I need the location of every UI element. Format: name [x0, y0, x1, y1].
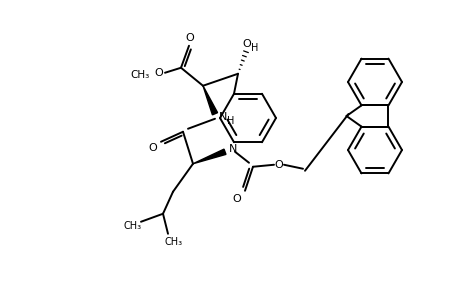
Text: N: N [218, 112, 227, 122]
Text: CH₃: CH₃ [165, 237, 183, 247]
Text: O: O [232, 194, 241, 204]
Polygon shape [193, 149, 225, 164]
Text: O: O [148, 143, 157, 153]
Text: O: O [242, 39, 251, 49]
Polygon shape [202, 86, 217, 115]
Text: CH₃: CH₃ [123, 221, 142, 231]
Text: N: N [228, 144, 237, 154]
Text: O: O [274, 160, 283, 170]
Text: O: O [185, 33, 194, 43]
Text: CH₃: CH₃ [130, 70, 149, 80]
Text: H: H [227, 116, 234, 126]
Text: O: O [154, 68, 163, 78]
Text: H: H [251, 43, 258, 53]
